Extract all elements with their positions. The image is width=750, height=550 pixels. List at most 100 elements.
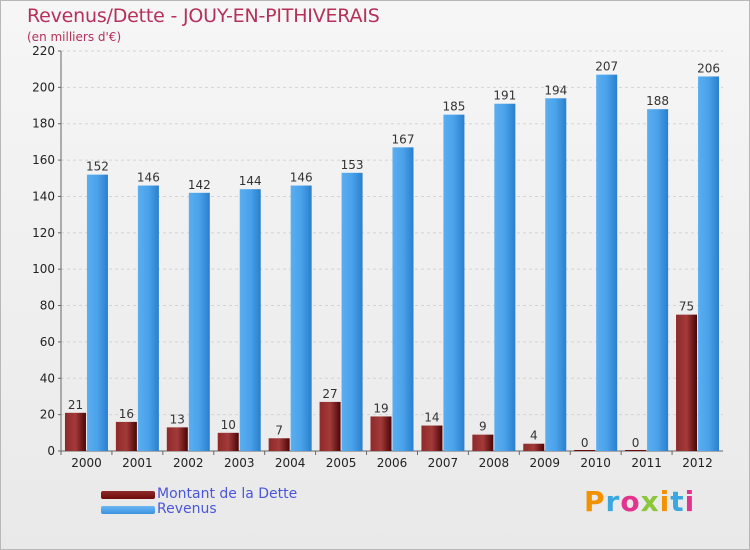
data-label-dette: 7 <box>275 423 283 437</box>
x-tick-label: 2005 <box>326 456 357 470</box>
data-label-revenus: 146 <box>137 171 160 185</box>
data-label-dette: 19 <box>373 401 388 415</box>
y-tick-label: 100 <box>32 262 55 276</box>
bar-dette <box>166 427 188 451</box>
data-label-revenus: 152 <box>86 160 109 174</box>
bar-revenus <box>86 174 108 452</box>
legend-item-revenus: Revenus <box>101 502 297 517</box>
bar-dette <box>370 416 392 451</box>
y-tick-label: 40 <box>40 371 55 385</box>
data-label-dette: 75 <box>679 300 694 314</box>
x-tick-label: 2000 <box>71 456 102 470</box>
bar-dette <box>421 425 443 451</box>
logo-letter: o <box>620 485 641 518</box>
bar-dette <box>319 401 341 451</box>
x-tick-label: 2009 <box>529 456 560 470</box>
x-tick-label: 2012 <box>682 456 713 470</box>
logo-letter: r <box>605 485 621 518</box>
data-label-dette: 10 <box>221 418 236 432</box>
data-labels: 21 152 16 146 13 142 10 144 7 146 27 153 19 167 14 185 9… <box>68 60 720 450</box>
y-tick-label: 180 <box>32 117 55 131</box>
x-tick-label: 2011 <box>631 456 662 470</box>
bar-dette <box>217 432 239 451</box>
data-label-dette: 16 <box>119 407 134 421</box>
bar-revenus <box>647 109 669 451</box>
data-label-dette: 9 <box>479 420 487 434</box>
data-label-revenus: 206 <box>697 61 720 75</box>
y-tick-label: 160 <box>32 153 55 167</box>
bar-dette <box>676 314 698 451</box>
bar-dette <box>523 443 545 451</box>
data-label-dette: 13 <box>170 412 185 426</box>
bar-revenus <box>392 147 414 451</box>
bar-dette <box>574 450 596 451</box>
bar-revenus <box>239 189 261 451</box>
bar-revenus <box>545 98 567 451</box>
logo-letter: i <box>684 485 696 518</box>
bars <box>64 74 720 452</box>
data-label-dette: 14 <box>424 411 439 425</box>
data-label-revenus: 188 <box>646 94 669 108</box>
data-label-revenus: 153 <box>341 158 364 172</box>
y-tick-label: 0 <box>47 444 55 458</box>
bar-revenus <box>494 103 516 452</box>
y-tick-label: 80 <box>40 299 55 313</box>
x-tick-label: 2003 <box>224 456 255 470</box>
data-label-revenus: 142 <box>188 178 211 192</box>
legend-swatch-revenus <box>101 505 155 514</box>
bar-revenus <box>698 76 720 452</box>
y-tick-label: 200 <box>32 80 55 94</box>
bar-revenus <box>188 192 210 451</box>
data-label-revenus: 207 <box>595 60 618 74</box>
logo-letter: P <box>584 485 606 518</box>
x-tick-label: 2010 <box>580 456 611 470</box>
bar-dette <box>115 421 137 451</box>
x-tick-label: 2004 <box>275 456 306 470</box>
bar-revenus <box>341 172 363 451</box>
legend-label-dette: Montant de la Dette <box>157 486 298 502</box>
logo-letter: x <box>640 485 660 518</box>
x-tick-label: 2001 <box>122 456 153 470</box>
bar-revenus <box>596 74 618 452</box>
legend-item-dette: Montant de la Dette <box>101 487 297 502</box>
x-tick-label: 2002 <box>173 456 204 470</box>
data-label-revenus: 191 <box>493 89 516 103</box>
logo-letter: t <box>670 485 685 518</box>
grid <box>61 50 723 416</box>
data-label-dette: 0 <box>632 436 640 450</box>
legend-swatch-dette <box>101 490 155 499</box>
x-tick-label: 2006 <box>377 456 408 470</box>
bar-dette <box>64 412 86 451</box>
y-tick-label: 20 <box>40 408 55 422</box>
bar-revenus <box>443 114 465 452</box>
x-tick-label: 2007 <box>428 456 459 470</box>
chart-title: Revenus/Dette - JOUY-EN-PITHIVERAIS <box>27 5 380 27</box>
data-label-revenus: 146 <box>290 171 313 185</box>
data-label-revenus: 167 <box>392 132 415 146</box>
y-tick-label: 140 <box>32 189 55 203</box>
x-tick-label: 2008 <box>479 456 510 470</box>
data-label-revenus: 185 <box>442 100 465 114</box>
bar-dette <box>268 438 290 451</box>
chart-subtitle: (en milliers d'€) <box>27 30 122 44</box>
bar-dette <box>625 450 647 451</box>
y-tick-label: 60 <box>40 335 55 349</box>
bar-revenus <box>137 185 159 451</box>
y-tick-label: 120 <box>32 226 55 240</box>
legend: Montant de la Dette Revenus <box>101 487 297 517</box>
y-tick-label: 220 <box>32 44 55 58</box>
proxiti-logo: Proxiti <box>584 485 695 518</box>
data-label-revenus: 194 <box>544 83 567 97</box>
data-label-dette: 27 <box>322 387 337 401</box>
data-label-dette: 0 <box>581 436 589 450</box>
data-label-revenus: 144 <box>239 174 262 188</box>
bar-dette <box>472 434 494 451</box>
bar-revenus <box>290 185 312 451</box>
legend-label-revenus: Revenus <box>157 501 217 517</box>
data-label-dette: 4 <box>530 429 538 443</box>
data-label-dette: 21 <box>68 398 83 412</box>
logo-letter: i <box>659 485 671 518</box>
